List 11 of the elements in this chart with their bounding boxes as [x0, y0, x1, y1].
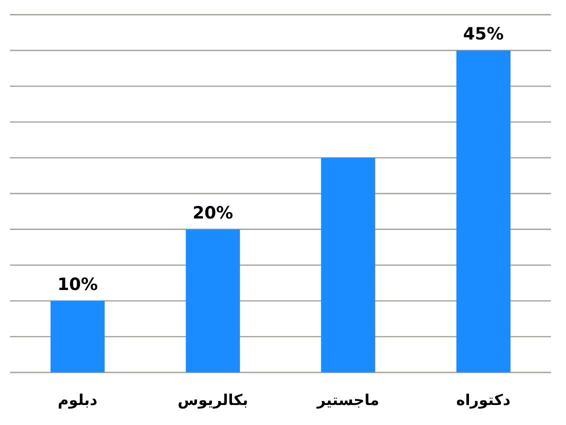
- x-tick-label: بكالريوس: [178, 390, 248, 409]
- x-tick-label: دبلوم: [58, 390, 98, 409]
- bar: [186, 229, 240, 372]
- x-tick-label: ماجستير: [316, 390, 380, 409]
- x-tick-label: دكتوراه: [456, 390, 511, 409]
- bar: [321, 158, 376, 372]
- data-label: 45%: [463, 23, 504, 44]
- bar: [456, 50, 510, 372]
- data-label: 20%: [192, 202, 234, 222]
- data-label: 10%: [57, 274, 98, 294]
- bar: [50, 300, 105, 372]
